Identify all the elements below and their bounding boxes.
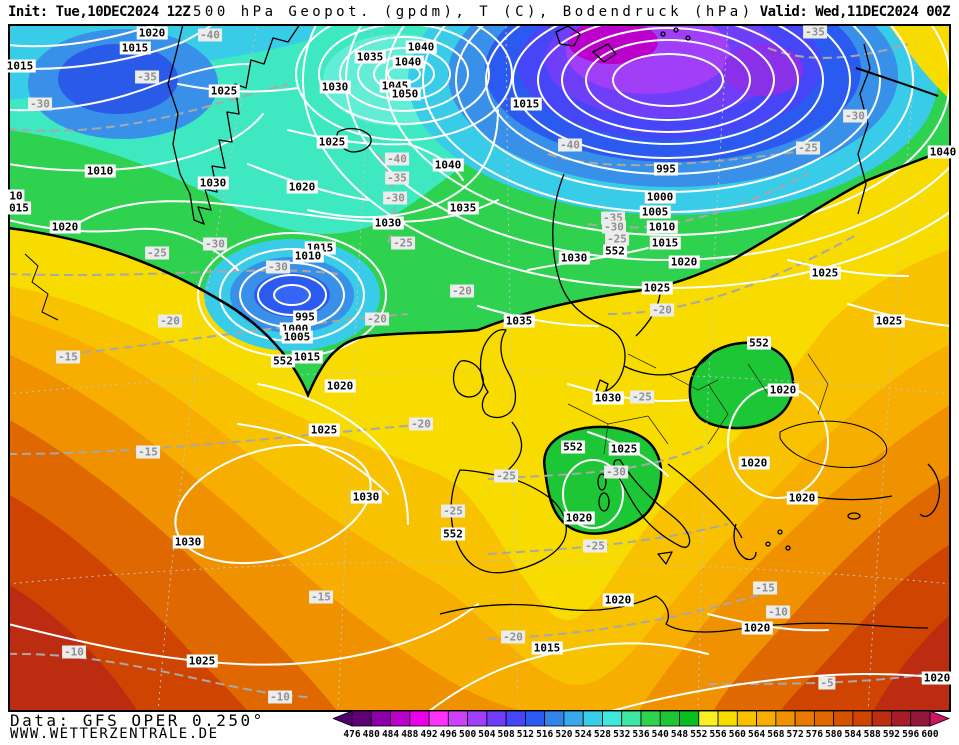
colorbar-tick-label: 592 — [883, 729, 900, 740]
colorbar-cell — [428, 710, 449, 727]
colorbar-tick-label: 556 — [709, 729, 726, 740]
colorbar-tick-label: 580 — [825, 729, 842, 740]
colorbar-tick-label: 528 — [594, 729, 611, 740]
contour-552-thick — [8, 147, 951, 399]
colorbar-cell — [486, 710, 507, 727]
colorbar-tick-label: 504 — [478, 729, 495, 740]
colorbar-cell — [467, 710, 488, 727]
colorbar-tick-label: 516 — [536, 729, 553, 740]
colorbar-cell — [640, 710, 661, 727]
colorbar-tick-label: 496 — [440, 729, 457, 740]
colorbar-tick-label: 572 — [787, 729, 804, 740]
colorbar-tick-label: 584 — [844, 729, 861, 740]
weather-map-canvas — [8, 24, 951, 712]
colorbar-tick-label: 508 — [498, 729, 515, 740]
valid-timestamp: Valid: Wed,11DEC2024 00Z — [759, 4, 951, 20]
graticule-layer — [8, 24, 951, 712]
colorbar-tick-label: 596 — [902, 729, 919, 740]
colorbar-cell — [736, 710, 757, 727]
colorbar-cell — [833, 710, 854, 727]
colorbar-cell — [910, 710, 931, 727]
colorbar-cell — [351, 710, 372, 727]
temperature-fill-layer — [8, 24, 951, 712]
colorbar-tick-label: 480 — [363, 729, 380, 740]
colorbar-cell — [582, 710, 603, 727]
colorbar-tick-label: 524 — [575, 729, 592, 740]
colorbar-cell — [891, 710, 912, 727]
weather-map: 1020 1015 1015 1040 1035 1040 1045 1050 1025 1030… — [4, 24, 959, 712]
colorbar-cell — [679, 710, 700, 727]
colorbar-cell — [813, 710, 835, 727]
colorbar-tick-label: 520 — [555, 729, 572, 740]
colorbar-tick-label: 600 — [921, 729, 938, 740]
colorbar-cell — [852, 710, 873, 727]
border-layer — [567, 353, 829, 455]
colorbar: 476 480 484 488 492 496 500 504 508 512 516 520 524 5… — [331, 710, 959, 741]
colorbar-cell — [871, 710, 892, 727]
colorbar-cell — [544, 710, 565, 727]
colorbar-tick-label: 536 — [632, 729, 649, 740]
colorbar-tick-label: 560 — [729, 729, 746, 740]
colorbar-tick-label: 492 — [420, 729, 437, 740]
colorbar-cell — [602, 710, 623, 727]
colorbar-tick-label: 576 — [806, 729, 823, 740]
colorbar-cell — [756, 710, 777, 727]
colorbar-tick-label: 484 — [382, 729, 399, 740]
colorbar-svg: 476 480 484 488 492 496 500 504 508 512 516 520 524 5… — [331, 710, 951, 740]
colorbar-tick-label: 476 — [343, 729, 360, 740]
colorbar-cell — [717, 710, 738, 727]
colorbar-cell — [524, 710, 546, 727]
colorbar-tick-label: 588 — [864, 729, 881, 740]
colorbar-cell — [447, 710, 468, 727]
colorbar-arrow-right — [929, 710, 951, 727]
colorbar-tick-label: 488 — [401, 729, 418, 740]
chart-title: 500 hPa Geopot. (gpdm), T (C), Bodendruc… — [193, 4, 754, 20]
colorbar-cell — [794, 710, 815, 727]
colorbar-tick-label: 548 — [671, 729, 688, 740]
init-timestamp: Init: Tue,10DEC2024 12Z — [8, 4, 191, 20]
colorbar-cell — [505, 710, 526, 727]
colorbar-tick-label: 540 — [652, 729, 669, 740]
colorbar-tick-label: 552 — [690, 729, 707, 740]
colorbar-tick-label: 512 — [517, 729, 534, 740]
colorbar-tick-label: 564 — [748, 729, 765, 740]
website-credit: WWW.WETTERZENTRALE.DE — [10, 726, 219, 742]
data-source: Data: GFS OPER 0.250° — [10, 711, 265, 730]
colorbar-cell — [390, 710, 411, 727]
colorbar-tick-label: 568 — [767, 729, 784, 740]
colorbar-arrow-left — [331, 710, 353, 727]
colorbar-cell — [563, 710, 584, 727]
colorbar-cell — [370, 710, 391, 727]
colorbar-cell — [621, 710, 642, 727]
colorbar-tick-label: 532 — [613, 729, 630, 740]
colorbar-cell — [775, 710, 796, 727]
header-bar: Init: Tue,10DEC2024 12Z 500 hPa Geopot. … — [0, 0, 959, 24]
colorbar-cell — [409, 710, 430, 727]
colorbar-cell — [698, 710, 719, 727]
colorbar-tick-label: 500 — [459, 729, 476, 740]
colorbar-cell — [659, 710, 680, 727]
